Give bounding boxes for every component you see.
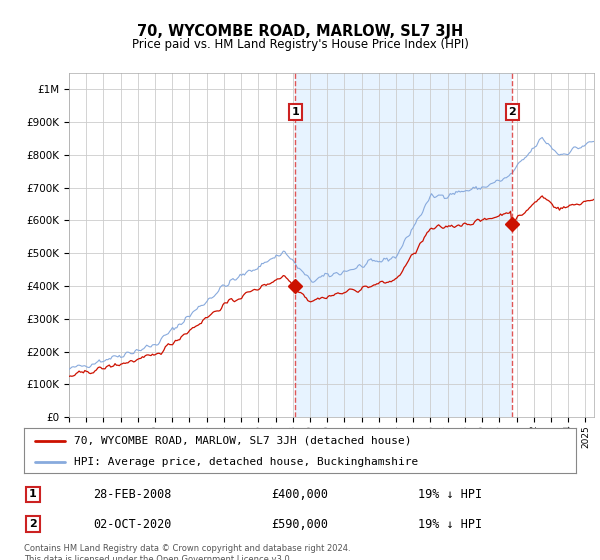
Text: HPI: Average price, detached house, Buckinghamshire: HPI: Average price, detached house, Buck… xyxy=(74,457,418,467)
Text: 70, WYCOMBE ROAD, MARLOW, SL7 3JH (detached house): 70, WYCOMBE ROAD, MARLOW, SL7 3JH (detac… xyxy=(74,436,411,446)
Text: £590,000: £590,000 xyxy=(271,517,329,531)
Text: £400,000: £400,000 xyxy=(271,488,329,501)
Text: 28-FEB-2008: 28-FEB-2008 xyxy=(93,488,171,501)
Text: 2: 2 xyxy=(508,107,516,117)
Text: 1: 1 xyxy=(292,107,299,117)
Text: 2: 2 xyxy=(29,519,37,529)
Text: 70, WYCOMBE ROAD, MARLOW, SL7 3JH: 70, WYCOMBE ROAD, MARLOW, SL7 3JH xyxy=(137,24,463,39)
Text: 19% ↓ HPI: 19% ↓ HPI xyxy=(418,488,482,501)
Text: 02-OCT-2020: 02-OCT-2020 xyxy=(93,517,171,531)
Bar xyxy=(295,73,512,417)
Text: Contains HM Land Registry data © Crown copyright and database right 2024.
This d: Contains HM Land Registry data © Crown c… xyxy=(24,544,350,560)
Text: 19% ↓ HPI: 19% ↓ HPI xyxy=(418,517,482,531)
Text: 1: 1 xyxy=(29,489,37,500)
Text: Price paid vs. HM Land Registry's House Price Index (HPI): Price paid vs. HM Land Registry's House … xyxy=(131,38,469,50)
